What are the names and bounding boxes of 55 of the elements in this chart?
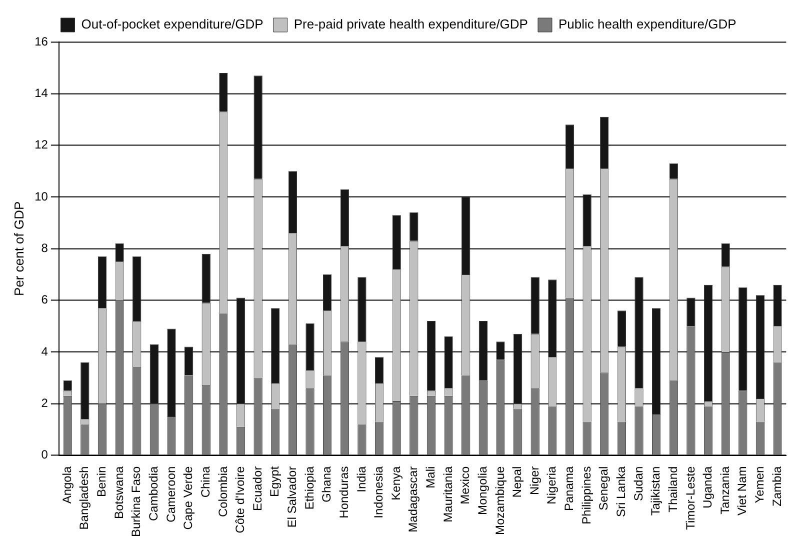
x-tick-label: Yemen: [752, 466, 767, 504]
x-tick-label: Thailand: [666, 466, 680, 512]
y-tick-label: 16: [34, 34, 48, 48]
y-tick-label: 2: [41, 396, 48, 410]
x-tick-label: Viet Nam: [735, 466, 750, 516]
x-tick-label: Botswana: [112, 466, 126, 520]
legend-label: Public health expenditure/GDP: [558, 16, 736, 32]
x-tick-label: Côte d'Ivoire: [233, 466, 248, 534]
x-tick-label: Ghana: [320, 466, 334, 502]
x-tick-label: Kenya: [388, 466, 403, 500]
x-tick-label: Mauritania: [440, 466, 455, 522]
x-tick-label: Ethiopia: [302, 466, 316, 510]
x-tick-label: Mali: [424, 466, 438, 488]
x-tick-label: Cape Verde: [181, 466, 196, 530]
y-tick-label: 14: [34, 86, 48, 100]
x-tick-label: Benin: [94, 466, 109, 498]
x-tick-label: Angola: [60, 466, 74, 504]
x-tick-label: Timor-Leste: [683, 466, 698, 530]
y-tick-label: 4: [41, 344, 48, 358]
x-tick-label: Tajikistan: [648, 466, 663, 516]
x-tick-label: Cambodia: [146, 466, 160, 522]
x-tick-label: El Salvador: [285, 466, 300, 528]
x-tick-label: Nepal: [510, 466, 524, 498]
x-tick-label: Sudan: [631, 466, 646, 502]
x-tick-label: China: [198, 466, 212, 498]
x-tick-label: Madagascar: [406, 466, 420, 532]
y-axis-title: Per cent of GDP: [11, 201, 26, 296]
x-tick-label: Cameroon: [164, 466, 178, 522]
x-tick-label: Nigeria: [544, 466, 559, 504]
x-tick-label: Zambia: [770, 466, 784, 506]
y-tick-label: 0: [41, 448, 48, 462]
x-tick-label: Indonesia: [372, 466, 386, 518]
x-tick-label: Bangladesh: [77, 466, 92, 530]
y-tick-label: 6: [41, 292, 48, 307]
x-tick-label: Mongolia: [475, 466, 490, 516]
x-tick-label: Senegal: [596, 466, 611, 510]
x-tick-label: Sri Lanka: [614, 466, 628, 518]
x-tick-label: Mexico: [458, 466, 472, 504]
legend-label: Pre-paid private health expenditure/GDP: [294, 16, 528, 32]
x-tick-label: Ecuador: [250, 466, 264, 512]
x-tick-label: Egypt: [268, 466, 282, 497]
y-tick-label: 10: [34, 189, 48, 204]
y-tick-label: 8: [41, 240, 48, 255]
x-tick-label: Colombia: [216, 466, 230, 518]
y-tick-label: 12: [34, 138, 48, 152]
x-tick-label: Honduras: [336, 466, 351, 518]
x-tick-label: Philippines: [579, 466, 594, 524]
x-tick-label: Niger: [527, 466, 542, 495]
legend-label: Out-of-pocket expenditure/GDP: [81, 16, 264, 32]
x-tick-label: India: [354, 466, 368, 492]
x-tick-label: Uganda: [700, 466, 715, 508]
x-tick-label: Mozambique: [492, 466, 507, 536]
x-tick-label: Panama: [562, 466, 576, 512]
x-tick-label: Burkina Faso: [129, 466, 144, 538]
x-tick-label: Tanzania: [718, 466, 732, 514]
